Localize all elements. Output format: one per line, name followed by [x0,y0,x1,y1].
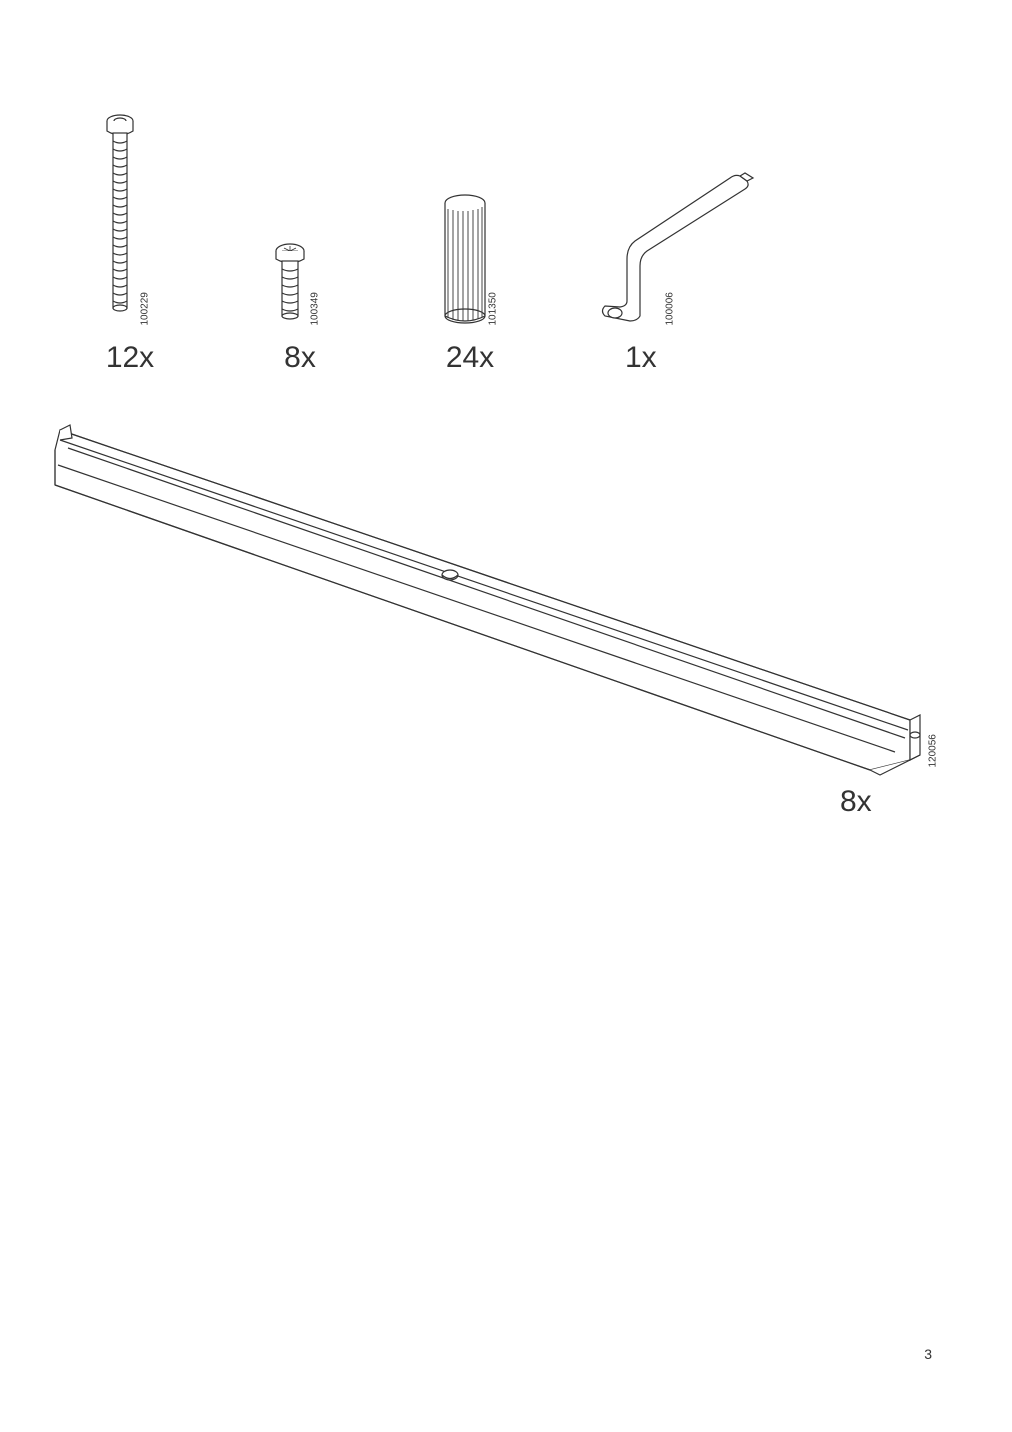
page-number: 3 [924,1346,932,1362]
long-screw-icon: 100229 [95,101,165,331]
quantity-label: 8x [840,785,872,819]
hardware-item-allen-key: 100006 1x [585,101,765,375]
quantity-label: 24x [446,341,494,375]
part-id-label: 100349 [310,292,321,325]
instruction-page: 100229 12x [0,0,1012,1432]
hardware-item-short-screw: 100349 8x [245,101,355,375]
quantity-label: 1x [625,341,657,375]
hardware-item-dowel: 101350 24x [415,101,525,375]
hardware-list: 100229 12x [75,95,937,375]
dowel-icon: 101350 [435,101,505,331]
rail-icon [40,400,940,800]
quantity-label: 8x [284,341,316,375]
quantity-label: 12x [106,341,154,375]
part-id-label: 120056 [928,734,939,767]
short-screw-icon: 100349 [265,101,335,331]
hardware-item-long-screw: 100229 12x [75,101,185,375]
part-id-label: 101350 [488,292,499,325]
rail-item: 120056 8x [40,400,942,800]
part-id-label: 100006 [665,292,676,325]
allen-key-icon: 100006 [585,101,765,331]
part-id-label: 100229 [140,292,151,325]
